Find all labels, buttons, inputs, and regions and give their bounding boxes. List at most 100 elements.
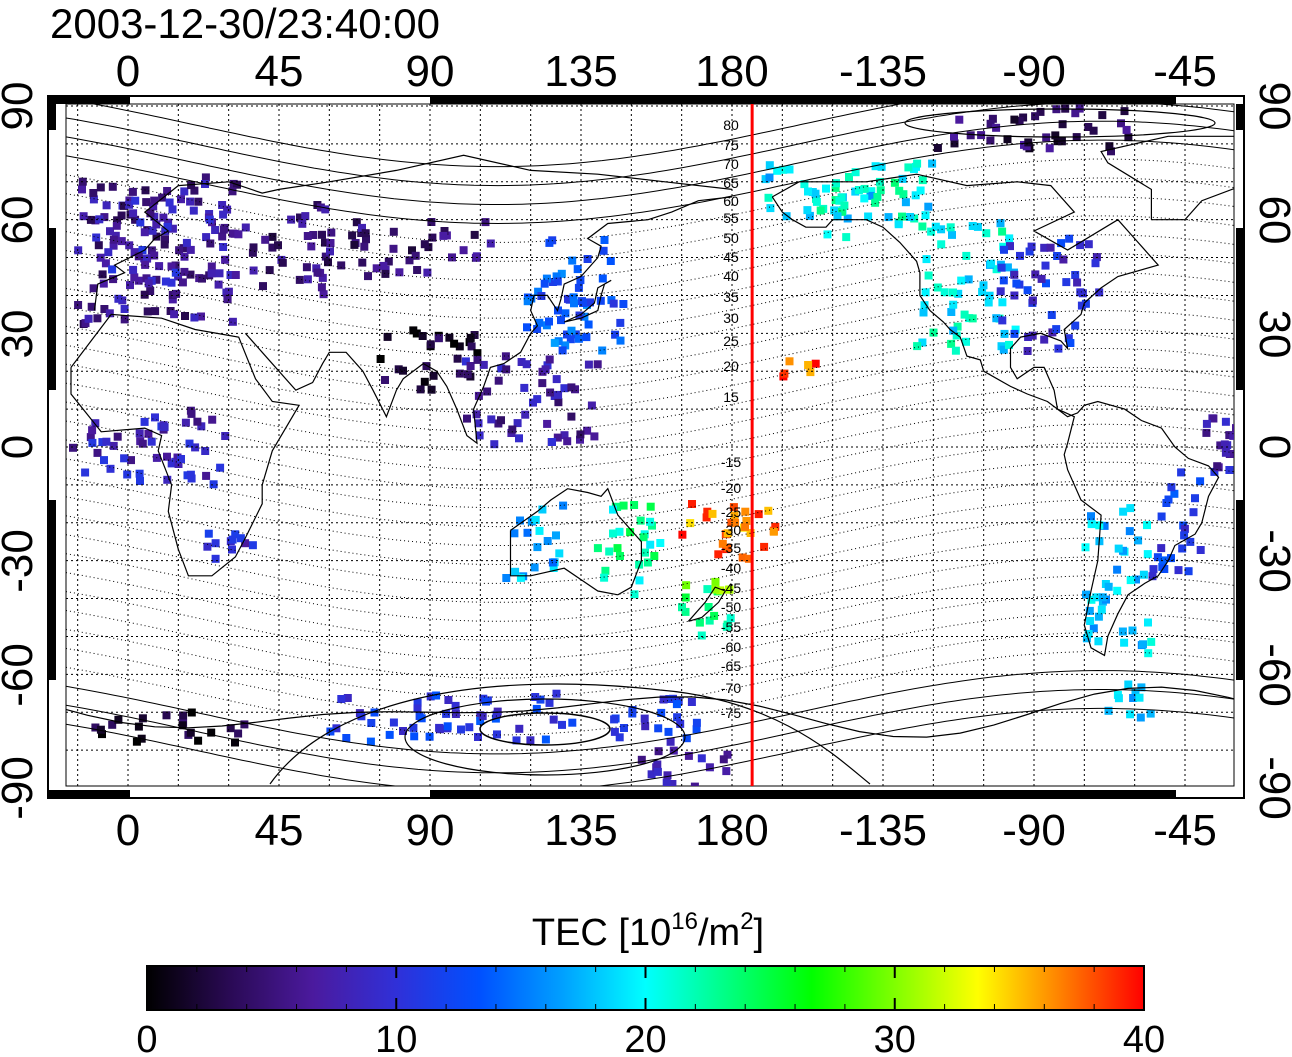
tec-cell [444,696,453,704]
tec-cell [616,336,625,345]
tec-cell [135,469,144,478]
tec-cell [492,710,501,719]
tec-cell [131,196,140,205]
tec-cell [350,240,359,249]
tec-cell [710,611,719,620]
tec-cell [175,246,184,255]
tec-cell [221,432,230,440]
tec-cell [296,213,304,222]
tec-cell [997,263,1006,272]
tec-cell [646,517,655,526]
tec-cell [209,480,218,489]
tec-cell [1028,331,1037,340]
tec-cell [1191,494,1199,503]
longitude-tick-label: 135 [544,806,617,855]
tec-cell [954,289,963,298]
tec-cell [442,709,451,718]
tec-cell [205,215,214,224]
tec-cell [295,275,304,284]
tec-cell [1126,576,1135,585]
tec-cell [88,438,97,447]
tec-cell [1209,414,1218,423]
tec-cell [937,225,946,234]
tec-cell [1157,512,1166,521]
tec-cell [1114,544,1123,553]
tec-cell [548,438,556,446]
tec-cell [112,221,121,230]
magnetic-latitude-label: -25 [721,504,741,520]
tec-cell [427,218,436,226]
tec-cell [261,235,270,244]
tec-cell [181,312,189,320]
tec-cell [780,369,789,378]
tec-cell [567,412,576,421]
tec-cell [134,252,143,261]
tec-cell [1071,321,1080,330]
tec-cell [541,735,550,744]
tec-cell [866,191,875,200]
tec-cell [554,398,563,407]
tec-cell [1148,572,1157,581]
tec-cell [1178,544,1187,553]
tec-cell [619,501,628,510]
tec-cell [1095,288,1104,297]
tec-cell [481,218,490,227]
tec-cell [545,698,554,707]
tec-cell [996,287,1005,296]
magnetic-latitude-label: 20 [723,358,739,374]
tec-cell [450,339,459,348]
tec-cell [690,782,699,786]
tec-cell [1098,593,1107,602]
tec-cell [652,763,661,772]
tec-cell [1122,125,1131,134]
tec-cell [463,370,472,379]
tec-cell [884,213,893,222]
magnetic-latitude-label: -35 [721,540,741,556]
tec-cell [89,189,98,197]
tec-cell [998,298,1007,307]
tec-cell [782,212,791,221]
tec-cell [428,233,437,242]
tec-cell [84,314,93,323]
tec-cell [697,631,706,640]
tec-cell [1092,593,1101,602]
tec-cell [1170,489,1179,498]
tec-cell [1229,431,1234,440]
tec-cell [766,204,775,213]
tec-cell [681,593,690,602]
tec-cell [1221,417,1230,426]
tec-cell [978,287,987,296]
tec-cell [1024,333,1033,341]
tec-cell [434,334,443,343]
tec-cell [641,548,649,557]
tec-cell [1011,325,1020,334]
colorbar-ticks: 0 10 20 30 40 [136,966,1165,1057]
tec-cell [219,210,228,219]
tec-cell [140,417,149,426]
tec-cell [179,244,188,253]
tec-cell [1051,131,1060,140]
tec-cell [180,252,189,261]
tec-cell [521,410,530,419]
tec-cell [1065,234,1074,243]
tec-cell [754,510,763,519]
tec-cell [533,395,542,404]
tec-cell [613,544,622,553]
tec-cell [1059,255,1068,264]
tec-cell [731,518,740,527]
tec-cell [501,352,510,361]
tec-cell [947,339,956,348]
tec-cell [765,161,774,170]
left-latitude-ticks: 90 60 30 0 -30 -60 -90 [0,82,42,820]
tec-cell [964,275,973,284]
tec-cell [324,258,332,267]
tec-cell [1160,565,1169,573]
tec-cell [662,778,671,786]
tec-cell [151,307,160,316]
tec-cell [1136,713,1145,722]
tec-cell [1118,627,1127,636]
tec-cell [240,720,249,729]
tec-cell [160,423,169,432]
tec-cell [816,206,825,215]
tec-cell [1113,565,1122,574]
